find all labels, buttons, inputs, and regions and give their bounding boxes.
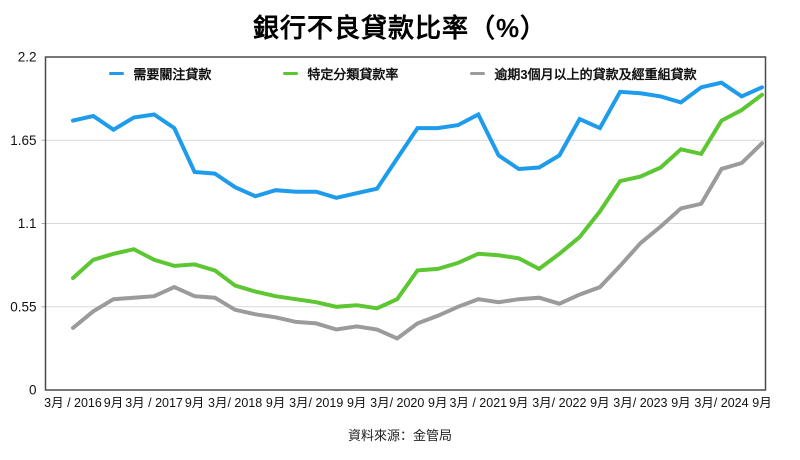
y-tick-label: 1.1	[18, 216, 37, 231]
chart-legend: 需要關注貸款 特定分類貸款率 逾期3個月以上的貸款及經重組貸款	[40, 64, 766, 83]
x-tick-label: 9月	[347, 396, 366, 410]
legend-label: 需要關注貸款	[133, 67, 212, 82]
legend-dash-icon	[470, 71, 486, 76]
plot-border	[44, 56, 767, 391]
x-tick-label: 9月	[671, 396, 690, 410]
x-tick-label: 9月	[590, 396, 609, 410]
legend-label: 特定分類貸款率	[307, 67, 399, 82]
series-line-1	[71, 92, 764, 311]
series-line-2	[71, 141, 764, 341]
x-tick-label: 3月/ 2018	[208, 396, 262, 410]
x-tick-label: 9月	[266, 396, 285, 410]
x-tick-label: 3月/ 2022	[532, 396, 586, 410]
y-tick-label: 2.2	[18, 50, 37, 65]
legend-label: 逾期3個月以上的貸款及經重組貸款	[494, 67, 697, 82]
y-tick-label: 1.65	[10, 133, 36, 148]
x-tick-label: 9月	[104, 396, 123, 410]
x-tick-label: 3月/ 2020	[370, 396, 424, 410]
chart-title: 銀行不良貸款比率（%）	[252, 13, 548, 43]
x-tick-label: 3月/ 2024	[694, 396, 748, 410]
legend-item-1: 特定分類貸款率	[283, 64, 398, 83]
y-tick-label: 0.55	[10, 299, 36, 314]
x-tick-label: 3月/ 2023	[613, 396, 667, 410]
x-tick-label: 9月	[428, 396, 447, 410]
x-tick-label: 9月	[185, 396, 204, 410]
x-tick-label: 9月	[752, 396, 771, 410]
x-tick-label: 3月/ 2019	[289, 396, 343, 410]
series-line-0	[71, 80, 764, 200]
y-tick-label: 0	[29, 383, 37, 398]
x-tick-label: 3月 / 2016	[44, 396, 102, 410]
legend-item-0: 需要關注貸款	[109, 64, 211, 83]
x-tick-label: 3月 / 2017	[125, 396, 183, 410]
legend-dash-icon	[283, 71, 299, 76]
x-tick-label: 3月 / 2021	[449, 396, 507, 410]
x-tick-label: 9月	[509, 396, 528, 410]
legend-dash-icon	[109, 71, 125, 76]
legend-item-2: 逾期3個月以上的貸款及經重組貸款	[470, 64, 697, 83]
source-note: 資料來源：金管局	[347, 428, 452, 443]
